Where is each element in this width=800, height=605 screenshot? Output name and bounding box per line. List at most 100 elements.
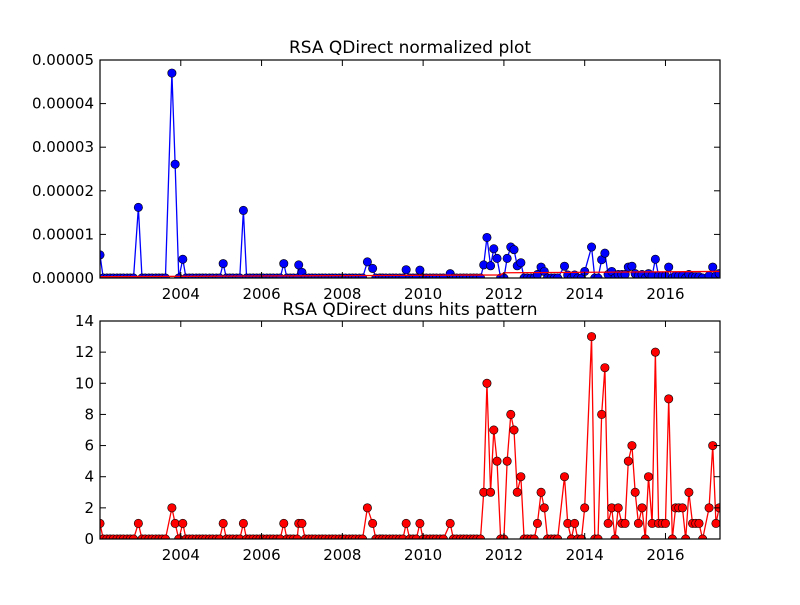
data-point — [664, 394, 674, 404]
data-point — [630, 487, 640, 497]
data-point — [559, 261, 569, 271]
data-point — [633, 518, 643, 528]
data-point — [362, 257, 372, 267]
y-tick-label: 0.00005 — [32, 51, 94, 69]
x-tick-label: 2004 — [162, 546, 200, 564]
data-point — [623, 456, 633, 466]
series-0 — [100, 332, 720, 539]
x-tick-label: 2016 — [646, 546, 684, 564]
data-point — [704, 503, 714, 513]
data-point — [664, 262, 674, 272]
data-point — [509, 425, 519, 435]
data-point — [415, 518, 425, 528]
data-point — [362, 503, 372, 513]
x-tick-label: 2008 — [323, 285, 361, 303]
data-point — [492, 456, 502, 466]
x-tick-label: 2006 — [242, 546, 280, 564]
data-point — [580, 503, 590, 513]
data-point — [559, 472, 569, 482]
x-tick-label: 2012 — [485, 285, 523, 303]
y-tick-label: 14 — [75, 312, 94, 330]
data-point — [597, 409, 607, 419]
data-point — [516, 258, 526, 268]
y-tick-label: 6 — [84, 437, 94, 455]
y-tick-label: 0.00002 — [32, 182, 94, 200]
data-point — [415, 265, 425, 275]
y-tick-label: 0.00001 — [32, 225, 94, 243]
data-point — [627, 441, 637, 451]
chart-title: RSA QDirect duns hits pattern — [282, 300, 537, 320]
data-point — [133, 518, 143, 528]
y-tick-label: 10 — [75, 374, 94, 392]
data-point — [620, 518, 630, 528]
chart-normalized-plot: RSA QDirect normalized plot 2004 2006 2008… — [32, 38, 721, 303]
data-point — [178, 518, 188, 528]
data-point — [368, 518, 378, 528]
data-point — [170, 159, 180, 169]
data-point — [502, 456, 512, 466]
data-point — [603, 518, 613, 528]
chart-title: RSA QDirect normalized plot — [289, 38, 531, 58]
data-point — [600, 363, 610, 373]
data-point — [506, 409, 516, 419]
data-point — [486, 261, 496, 271]
data-point — [536, 487, 546, 497]
data-point — [492, 253, 502, 263]
data-point — [482, 378, 492, 388]
data-point — [368, 263, 378, 273]
data-point — [509, 245, 519, 255]
y-tick-label: 0.00003 — [32, 138, 94, 156]
data-point — [711, 518, 720, 528]
x-tick-label: 2014 — [566, 546, 604, 564]
x-tick-label: 2008 — [323, 546, 361, 564]
data-point — [401, 518, 411, 528]
y-tick-label: 8 — [84, 405, 94, 423]
series-line — [100, 270, 720, 278]
x-tick-label: 2010 — [404, 285, 442, 303]
data-point — [512, 487, 522, 497]
data-point — [486, 487, 496, 497]
data-point — [445, 518, 455, 528]
data-point — [650, 254, 660, 264]
data-point — [167, 503, 177, 513]
data-point — [279, 518, 289, 528]
data-point — [694, 518, 704, 528]
data-point — [238, 518, 248, 528]
plot-frame — [99, 59, 721, 279]
data-point — [489, 425, 499, 435]
data-point — [218, 259, 228, 269]
data-point — [587, 242, 597, 252]
data-point — [677, 503, 687, 513]
data-point — [587, 332, 597, 342]
data-point — [279, 259, 289, 269]
x-tick-label: 2016 — [646, 285, 684, 303]
data-point — [684, 487, 694, 497]
data-point — [482, 232, 492, 242]
data-point — [167, 68, 177, 78]
data-point — [516, 472, 526, 482]
y-tick-label: 0.00004 — [32, 95, 94, 113]
y-tick-label: 2 — [84, 499, 94, 517]
series-1 — [100, 270, 720, 278]
y-tick-label: 0 — [84, 530, 94, 548]
data-point — [133, 202, 143, 212]
data-point — [489, 244, 499, 254]
data-point — [170, 518, 180, 528]
x-tick-label: 2014 — [566, 285, 604, 303]
data-point — [613, 503, 623, 513]
data-point — [627, 261, 637, 271]
x-tick-label: 2004 — [162, 285, 200, 303]
data-point — [294, 260, 304, 270]
plot-frame — [99, 320, 721, 540]
data-point — [644, 472, 654, 482]
data-point — [178, 254, 188, 264]
data-point — [502, 253, 512, 263]
data-point — [297, 518, 307, 528]
data-point — [218, 518, 228, 528]
data-point — [570, 518, 580, 528]
y-tick-label: 0.00000 — [32, 269, 94, 287]
y-tick-label: 12 — [75, 343, 94, 361]
chart-duns-hits-pattern: RSA QDirect duns hits pattern 2004 2006 20… — [75, 300, 721, 564]
y-tick-label: 4 — [84, 468, 94, 486]
